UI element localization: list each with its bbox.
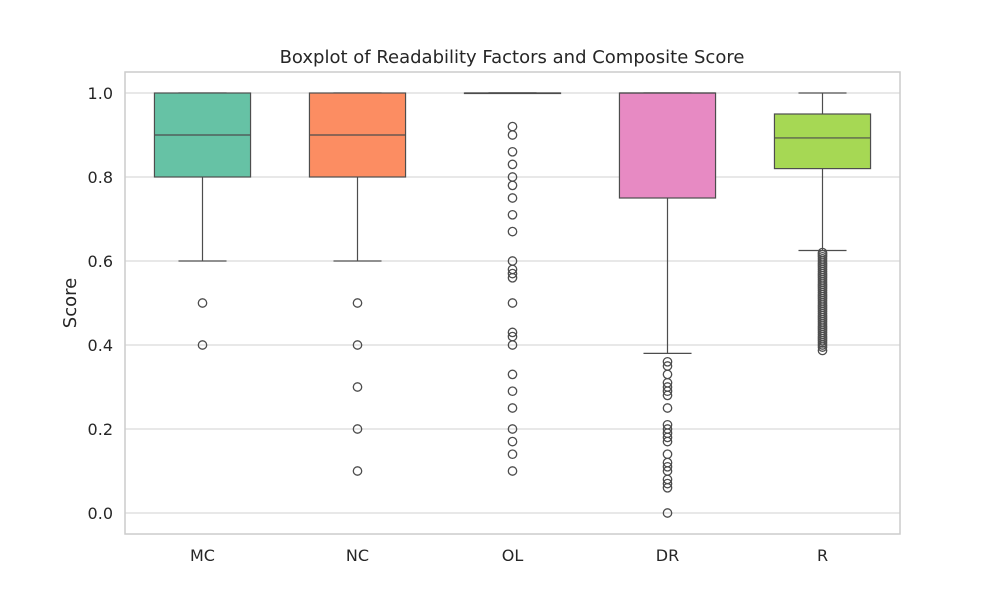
- y-tick-label: 0.4: [88, 336, 113, 355]
- x-tick-label: R: [817, 546, 828, 565]
- boxes-layer: [153, 92, 872, 518]
- outlier-point: [662, 508, 673, 518]
- outlier-point: [662, 461, 673, 472]
- outlier-point: [197, 298, 208, 308]
- outlier-point: [352, 466, 363, 476]
- outlier-point: [507, 180, 518, 191]
- outlier-point: [507, 298, 518, 308]
- outlier-point: [507, 146, 518, 157]
- outlier-point: [817, 345, 828, 356]
- x-tick-label: DR: [656, 546, 679, 565]
- outlier-point: [662, 482, 673, 493]
- outlier-point: [507, 193, 518, 203]
- outlier-point: [817, 342, 828, 352]
- outlier-point: [507, 424, 518, 434]
- outlier-point: [507, 130, 518, 140]
- box: [618, 92, 717, 199]
- outlier-point: [662, 356, 673, 367]
- outlier-point: [507, 449, 518, 460]
- outlier-point: [352, 382, 363, 392]
- box-group-r: [773, 92, 872, 356]
- outlier-point: [662, 478, 673, 489]
- y-axis-label: Score: [60, 278, 81, 328]
- plot-frame: [124, 71, 901, 535]
- box-group-ol: [463, 92, 562, 476]
- outlier-point: [662, 432, 673, 443]
- outlier-point: [507, 268, 518, 279]
- outlier-point: [507, 386, 518, 397]
- outlier-point: [197, 340, 208, 350]
- outlier-point: [507, 403, 518, 413]
- box: [773, 113, 872, 170]
- x-tick-label: OL: [502, 546, 524, 565]
- tick-labels: 0.0 0.2 0.4 0.6 0.8 1.0 MC NC OL DR R: [88, 84, 829, 565]
- y-tick-label: 1.0: [88, 84, 113, 103]
- chart-title: Boxplot of Readability Factors and Compo…: [280, 47, 745, 68]
- y-tick-label: 0.6: [88, 252, 113, 271]
- x-tick-label: MC: [190, 546, 215, 565]
- outlier-point: [507, 209, 518, 220]
- outlier-point: [662, 386, 673, 397]
- outlier-point: [662, 436, 673, 447]
- outlier-point: [352, 340, 363, 350]
- outlier-point: [507, 340, 518, 350]
- box-group-dr: [618, 92, 717, 518]
- outlier-point: [507, 272, 518, 283]
- outlier-point: [352, 298, 363, 308]
- outlier-point: [352, 424, 363, 434]
- outlier-point: [507, 369, 518, 380]
- y-tick-label: 0.2: [88, 420, 113, 439]
- outlier-point: [662, 390, 673, 401]
- y-tick-label: 0.8: [88, 168, 113, 187]
- y-tick-label: 0.0: [88, 504, 113, 523]
- x-tick-label: NC: [346, 546, 369, 565]
- box-group-nc: [308, 92, 407, 476]
- outlier-point: [507, 226, 518, 237]
- box-group-mc: [153, 92, 252, 350]
- outlier-point: [507, 466, 518, 476]
- outlier-point: [507, 159, 518, 170]
- outlier-point: [507, 327, 518, 338]
- outlier-point: [662, 403, 673, 413]
- outlier-point: [507, 436, 518, 447]
